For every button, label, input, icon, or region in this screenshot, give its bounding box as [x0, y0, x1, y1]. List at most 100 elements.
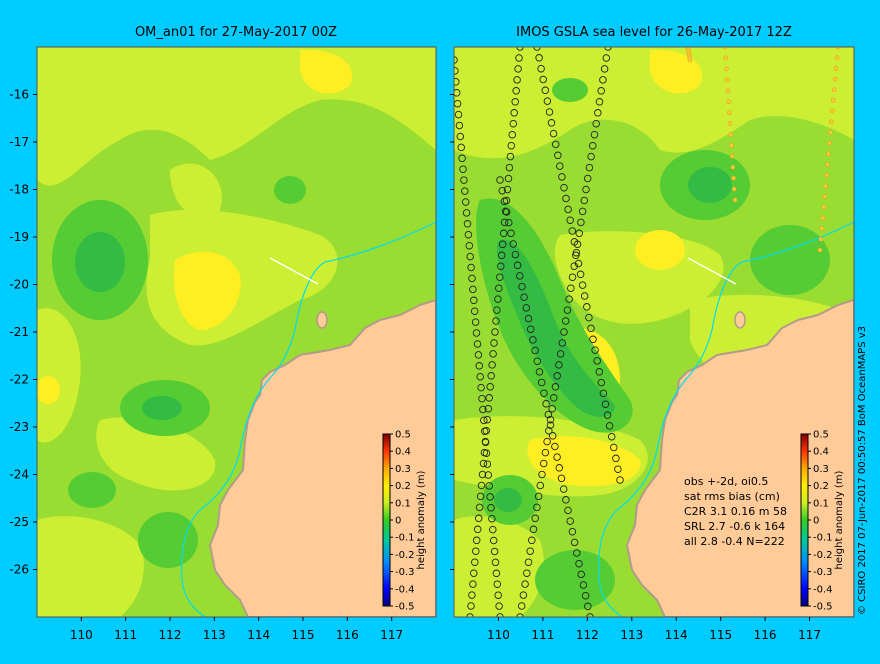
track-observation-marker	[818, 237, 824, 242]
track-observation-marker	[472, 547, 480, 555]
track-observation-marker	[581, 591, 590, 600]
track-observation-marker	[516, 272, 524, 280]
track-observation-marker	[551, 383, 560, 391]
track-observation-marker	[575, 229, 583, 238]
track-observation-marker	[826, 151, 831, 157]
track-observation-marker	[824, 172, 829, 178]
track-observation-marker	[586, 613, 594, 617]
track-observation-marker	[537, 64, 545, 73]
stats-row: SRL 2.7 -0.6 k 164	[684, 520, 785, 533]
track-observation-marker	[492, 569, 501, 578]
track-observation-marker	[470, 307, 479, 315]
panel-b-island	[734, 311, 746, 329]
track-observation-marker	[478, 470, 487, 479]
track-observation-marker	[561, 317, 570, 325]
track-observation-marker	[583, 303, 591, 311]
track-observation-marker	[833, 66, 839, 71]
track-observation-marker	[472, 536, 481, 545]
track-observation-marker	[553, 372, 561, 380]
track-observation-marker	[616, 476, 624, 484]
colorbar-tick-label: -0.5	[395, 602, 415, 613]
panel-a-axes: 110 111 112 113 114 115 116 117 -16 -17 -18 -19 -20 -…	[9, 88, 403, 643]
track-observation-marker	[489, 536, 498, 545]
track-observation-marker	[582, 185, 590, 194]
track-observation-marker	[595, 368, 604, 376]
x-tick-label: 113	[620, 628, 643, 642]
track-observation-marker	[497, 251, 506, 260]
colorbar-tick-label: -0.3	[813, 567, 833, 578]
track-observation-marker	[491, 328, 499, 336]
panel-b-darkgreen-anomaly	[494, 167, 732, 512]
x-tick-label: 114	[247, 628, 270, 642]
track-observation-marker	[488, 361, 496, 369]
colorbar-tick-label: -0.1	[813, 533, 833, 544]
stats-header-2: sat rms bias (cm)	[684, 490, 780, 503]
track-observation-marker	[490, 339, 498, 347]
track-observation-marker	[467, 602, 475, 610]
panel-b-axes: 110 111 112 113 114 115 116 117	[450, 94, 821, 642]
x-tick-label: 110	[70, 628, 93, 642]
track-observation-marker	[464, 230, 473, 239]
track-observation-marker	[511, 98, 519, 106]
track-observation-marker	[566, 216, 574, 224]
track-observation-marker	[827, 140, 832, 146]
colorbar-label: height anomaly (m)	[416, 470, 427, 569]
track-observation-marker	[470, 569, 478, 577]
track-observation-marker	[562, 194, 570, 203]
track-observation-marker	[454, 110, 463, 119]
track-observation-marker	[461, 187, 469, 195]
colorbar-tick-label: -0.4	[395, 584, 415, 595]
track-observation-marker	[454, 89, 461, 97]
track-observation-marker	[601, 400, 610, 408]
track-observation-marker	[729, 154, 735, 159]
track-observation-marker	[496, 613, 504, 617]
panel-b-transect	[687, 257, 737, 285]
x-tick-label: 111	[531, 628, 554, 642]
track-observation-marker	[535, 368, 544, 376]
track-observation-marker	[539, 459, 548, 468]
track-observation-marker	[500, 218, 509, 227]
colorbar-scale	[800, 433, 809, 607]
track-observation-marker	[486, 383, 494, 391]
track-observation-marker	[576, 270, 585, 279]
track-observation-marker	[556, 350, 565, 358]
track-observation-marker	[546, 421, 555, 429]
track-observation-marker	[578, 281, 587, 289]
track-observation-marker	[511, 250, 520, 259]
track-observation-marker	[829, 119, 834, 125]
y-tick-label: -22	[9, 373, 29, 387]
stats-header-1: obs +-2d, oi0.5	[684, 475, 768, 488]
panel-a-map	[37, 47, 436, 617]
track-observation-marker	[825, 162, 830, 167]
x-tick-label: 115	[709, 628, 732, 642]
track-observation-marker	[495, 602, 503, 610]
track-observation-marker	[458, 154, 466, 163]
track-observation-marker	[468, 591, 476, 599]
track-observation-marker	[729, 143, 734, 148]
colorbar-tick-label: 0.3	[813, 464, 829, 475]
track-observation-marker	[541, 86, 550, 95]
track-observation-marker	[556, 162, 564, 170]
track-observation-marker	[584, 602, 592, 611]
track-observation-marker	[510, 109, 518, 117]
track-observation-marker	[481, 437, 490, 446]
colorbar-scale	[382, 433, 391, 607]
track-observation-marker	[504, 174, 513, 183]
track-observation-marker	[499, 229, 508, 238]
track-observation-marker	[467, 263, 475, 272]
track-observation-marker	[497, 262, 505, 270]
track-observation-marker	[487, 504, 495, 512]
track-observation-marker	[455, 121, 464, 130]
track-observation-marker	[592, 119, 600, 128]
colorbar-a: 0.5 0.4 0.3 0.2 0.1 0 -0.1 -0.2 -0.3 -0.4 -0.5 heig…	[382, 430, 427, 613]
track-observation-marker	[822, 194, 828, 199]
track-observation-marker	[475, 362, 484, 370]
track-observation-marker	[479, 405, 487, 414]
track-observation-marker	[476, 492, 485, 501]
track-observation-marker	[568, 227, 577, 235]
track-observation-marker	[485, 394, 493, 402]
track-observation-marker	[567, 284, 575, 292]
track-observation-marker	[479, 459, 488, 468]
x-tick-label: 117	[798, 628, 821, 642]
